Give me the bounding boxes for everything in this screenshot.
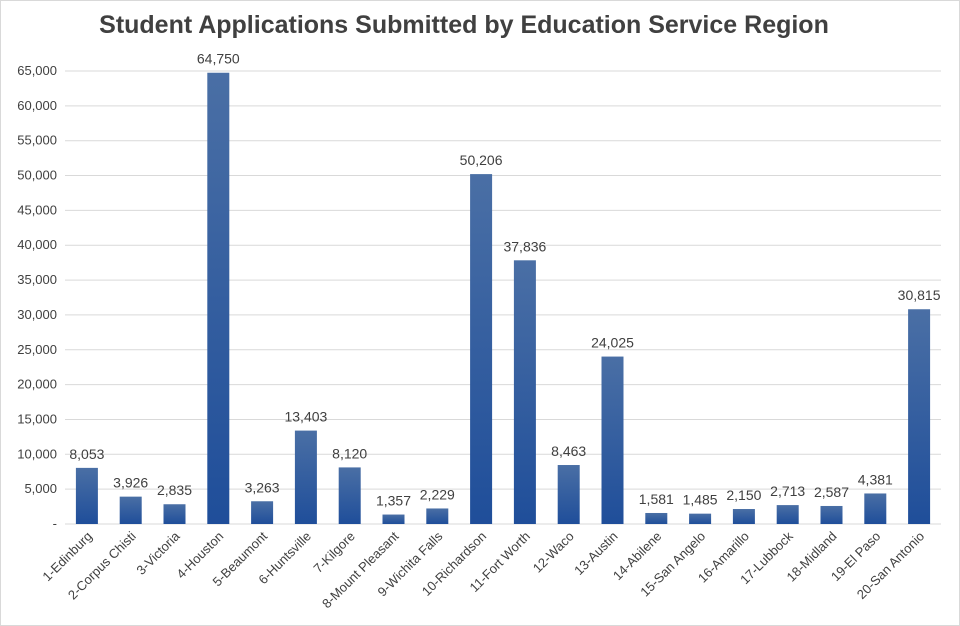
bar: [470, 174, 493, 525]
bar: [601, 356, 624, 524]
y-tick-label: 5,000: [24, 481, 57, 496]
bar: [251, 501, 274, 524]
bar: [163, 504, 186, 524]
data-label: 2,587: [814, 484, 849, 500]
category-label: 12-Waco: [530, 529, 577, 576]
data-label: 3,926: [113, 475, 148, 491]
bar: [908, 309, 931, 524]
data-label: 4,381: [858, 471, 893, 487]
bar: [689, 513, 712, 524]
bar: [119, 496, 142, 524]
data-label: 2,713: [770, 483, 805, 499]
bar: [557, 465, 580, 524]
bar: [382, 514, 405, 524]
data-label: 3,263: [245, 479, 280, 495]
bar: [75, 467, 98, 524]
bar: [645, 512, 668, 524]
y-axis-ticks: - 5,000 10,000 15,000 20,000 25,000 30,000 35,0…: [17, 63, 57, 531]
bar: [820, 505, 843, 524]
gridlines: [65, 70, 941, 525]
data-label: 2,150: [726, 487, 761, 503]
data-label: 30,815: [898, 287, 941, 303]
chart-title: Student Applications Submitted by Educat…: [99, 11, 829, 39]
data-label: 8,053: [69, 446, 104, 462]
y-tick-label: 60,000: [17, 98, 57, 113]
data-label: 8,463: [551, 443, 586, 459]
bar: [294, 430, 317, 524]
data-label: 37,836: [503, 238, 546, 254]
data-label: 50,206: [460, 152, 503, 168]
y-tick-label: 55,000: [17, 133, 57, 148]
bar: [513, 260, 536, 524]
category-label: 8-Mount Pleasant: [319, 528, 402, 611]
y-tick-label: 30,000: [17, 307, 57, 322]
data-label: 1,485: [683, 492, 718, 508]
data-label: 24,025: [591, 335, 634, 351]
y-tick-label: 25,000: [17, 342, 57, 357]
data-label: 1,357: [376, 493, 411, 509]
bar: [338, 467, 361, 524]
data-label: 13,403: [284, 409, 327, 425]
y-tick-label: 35,000: [17, 272, 57, 287]
y-tick-label: -: [53, 516, 57, 531]
y-tick-label: 15,000: [17, 411, 57, 426]
y-tick-label: 10,000: [17, 446, 57, 461]
data-label: 2,835: [157, 482, 192, 498]
y-tick-label: 20,000: [17, 377, 57, 392]
data-label: 1,581: [639, 491, 674, 507]
data-label: 64,750: [197, 51, 240, 67]
data-label: 2,229: [420, 486, 455, 502]
bars: [75, 72, 931, 525]
bar: [776, 505, 799, 524]
data-labels: 8,053 3,926 2,835 64,750 3,263 13,403 8,120 1,3…: [69, 51, 940, 509]
bar: [864, 493, 887, 524]
y-tick-label: 45,000: [17, 202, 57, 217]
bar: [426, 508, 449, 524]
data-label: 8,120: [332, 445, 367, 461]
y-tick-label: 40,000: [17, 237, 57, 252]
y-tick-label: 50,000: [17, 168, 57, 183]
bar: [732, 509, 755, 524]
bar: [207, 72, 230, 524]
y-tick-label: 65,000: [17, 63, 57, 78]
